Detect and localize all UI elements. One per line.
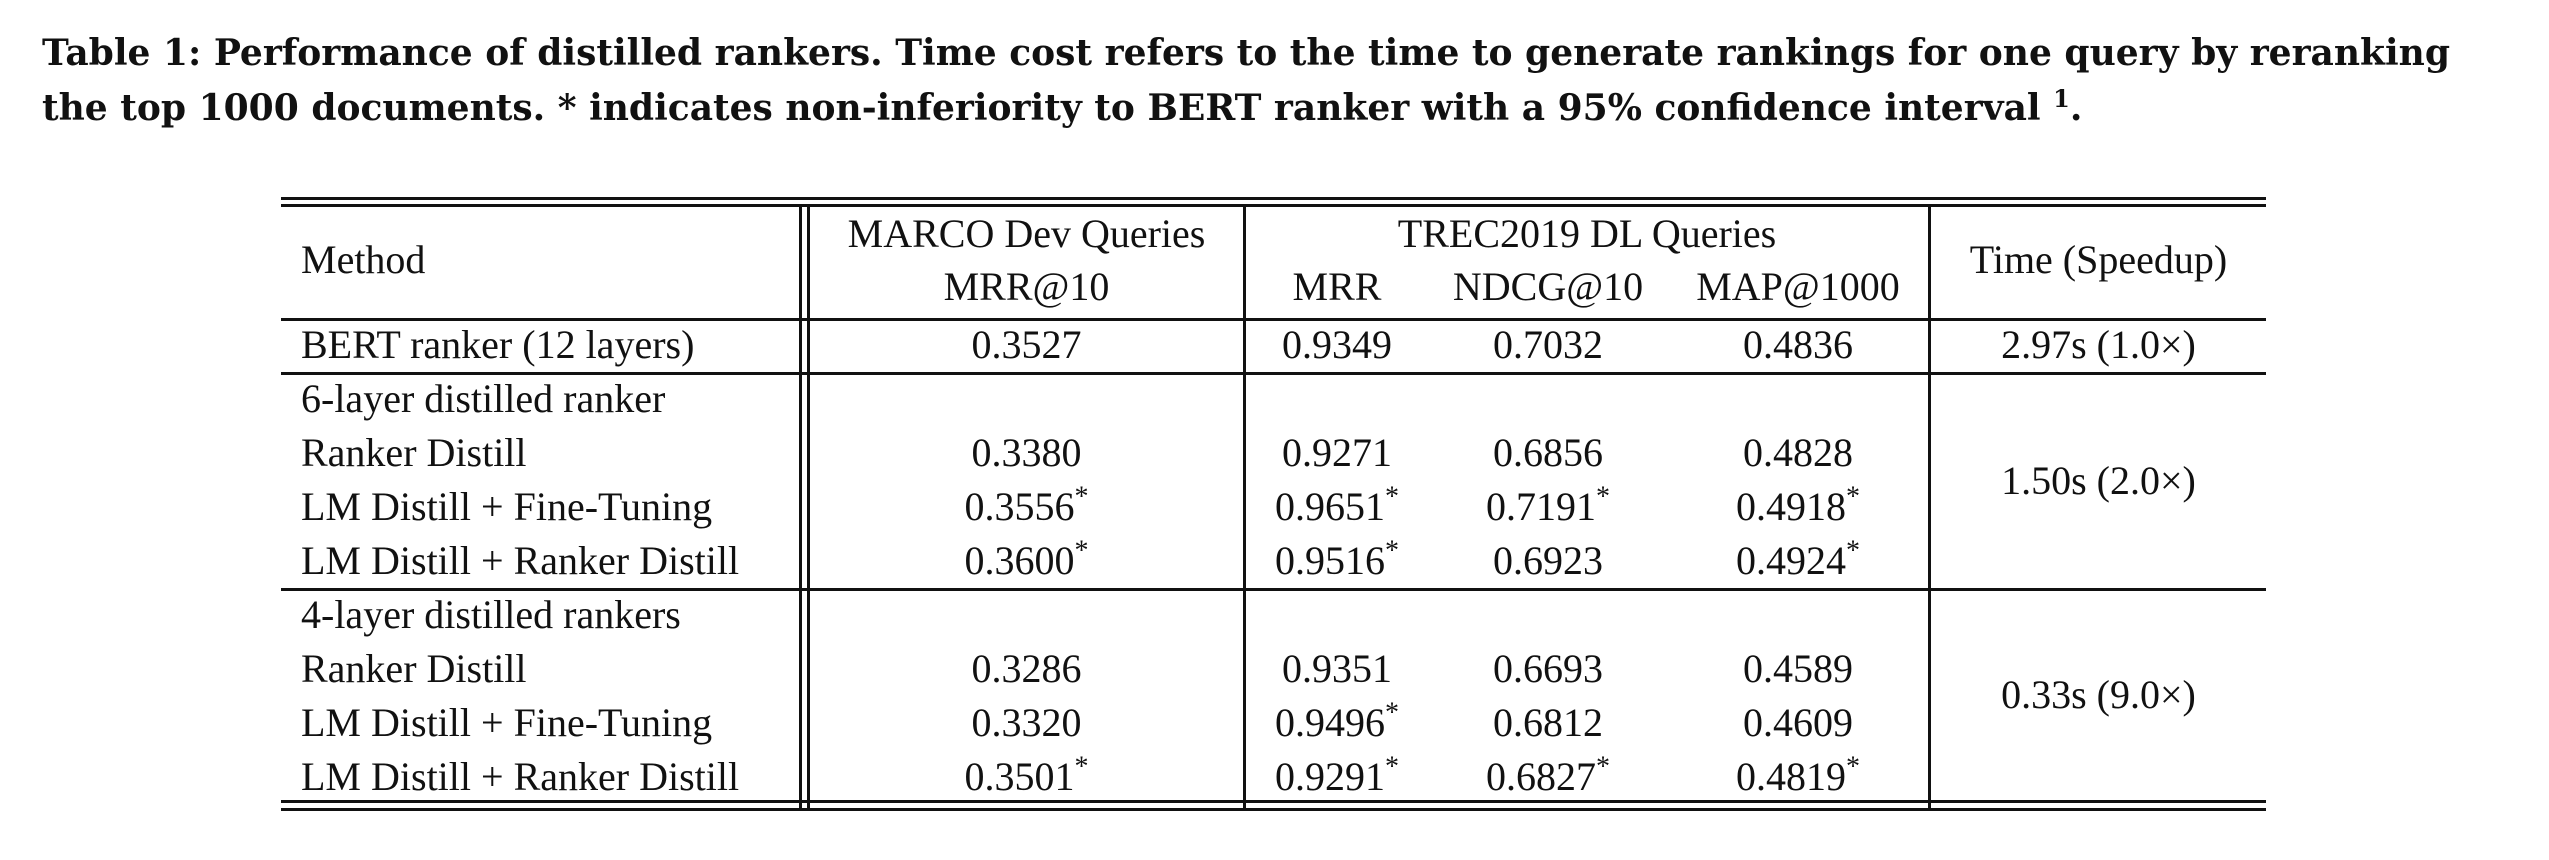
table-cell-trec-ndcg10: 0.7191* [1486,481,1610,529]
table-cell-trec-mrr: 0.9651* [1275,481,1399,529]
table-cell-trec-mrr: 0.9351 [1282,646,1392,691]
header-group-marco: MARCO Dev Queries [847,211,1206,256]
table-cell-marco-mrr10: 0.3600* [964,535,1089,583]
baseline-trec-ndcg10: 0.7032 [1493,322,1603,367]
table-cell-trec-mrr: 0.9516* [1275,535,1399,583]
table-row-method: Ranker Distill [301,646,527,691]
baseline-method: BERT ranker (12 layers) [301,322,695,367]
table-cell-trec-map1000: 0.4918* [1736,481,1860,529]
table-cell-marco-mrr10: 0.3501* [964,751,1089,799]
header-time: Time (Speedup) [1969,237,2228,282]
table-cell-marco-mrr10: 0.3380 [971,430,1082,475]
table-cell-trec-ndcg10: 0.6693 [1493,646,1603,691]
table-cell-trec-map1000: 0.4609 [1743,700,1853,745]
group-title-4-layer: 4-layer distilled rankers [301,592,681,637]
table-cell-trec-mrr: 0.9496* [1275,697,1399,745]
table-row-method: Ranker Distill [301,430,527,475]
table-cell-trec-map1000: 0.4819* [1736,751,1860,799]
table-cell-trec-ndcg10: 0.6812 [1493,700,1603,745]
group-rule [281,588,2266,591]
table-cell-marco-mrr10: 0.3286 [971,646,1082,691]
table-row-method: LM Distill + Ranker Distill [301,538,740,583]
table-cell-trec-mrr: 0.9291* [1275,751,1399,799]
table-cell-trec-mrr: 0.9271 [1282,430,1392,475]
group-time-6-layer: 1.50s (2.0×) [2001,458,2196,503]
footnote-mark: 1 [2053,84,2070,113]
top-rule-1 [281,197,2266,200]
method-divider-2 [807,204,810,811]
marco-divider [1243,204,1246,811]
table-cell-trec-map1000: 0.4828 [1743,430,1853,475]
bottom-rule-2 [281,808,2266,811]
header-trec-ndcg10: NDCG@10 [1452,264,1644,309]
caption-text: Table 1: Performance of distilled ranker… [42,32,2451,129]
header-group-trec: TREC2019 DL Queries [1397,211,1777,256]
table-cell-trec-map1000: 0.4924* [1736,535,1860,583]
table-cell-marco-mrr10: 0.3320 [971,700,1082,745]
table-cell-trec-map1000: 0.4589 [1743,646,1853,691]
table-cell-trec-ndcg10: 0.6827* [1486,751,1610,799]
table-cell-marco-mrr10: 0.3556* [964,481,1089,529]
table-cell-trec-ndcg10: 0.6856 [1493,430,1603,475]
baseline-marco-mrr10: 0.3527 [971,322,1082,367]
bottom-rule-1 [281,800,2266,803]
top-rule-2 [281,204,2266,207]
baseline-rule [281,372,2266,375]
group-title-6-layer: 6-layer distilled ranker [301,376,666,421]
time-divider [1928,204,1931,811]
results-table: Method MARCO Dev Queries TREC2019 DL Que… [281,197,2266,826]
table-cell-trec-ndcg10: 0.6923 [1493,538,1603,583]
table-row-method: LM Distill + Ranker Distill [301,754,740,799]
header-trec-map1000: MAP@1000 [1696,264,1900,309]
baseline-trec-mrr: 0.9349 [1282,322,1392,367]
method-divider-1 [799,204,802,811]
header-marco-mrr10: MRR@10 [943,264,1110,309]
header-trec-mrr: MRR [1292,264,1382,309]
baseline-time: 2.97s (1.0×) [2001,322,2196,367]
header-method: Method [301,237,426,282]
table-row-method: LM Distill + Fine-Tuning [301,700,713,745]
table-row-method: LM Distill + Fine-Tuning [301,484,713,529]
group-time-4-layer: 0.33s (9.0×) [2001,672,2196,717]
caption-end: . [2069,87,2083,129]
header-rule [281,318,2266,321]
table-caption: Table 1: Performance of distilled ranker… [42,26,2522,136]
baseline-trec-map1000: 0.4836 [1743,322,1853,367]
